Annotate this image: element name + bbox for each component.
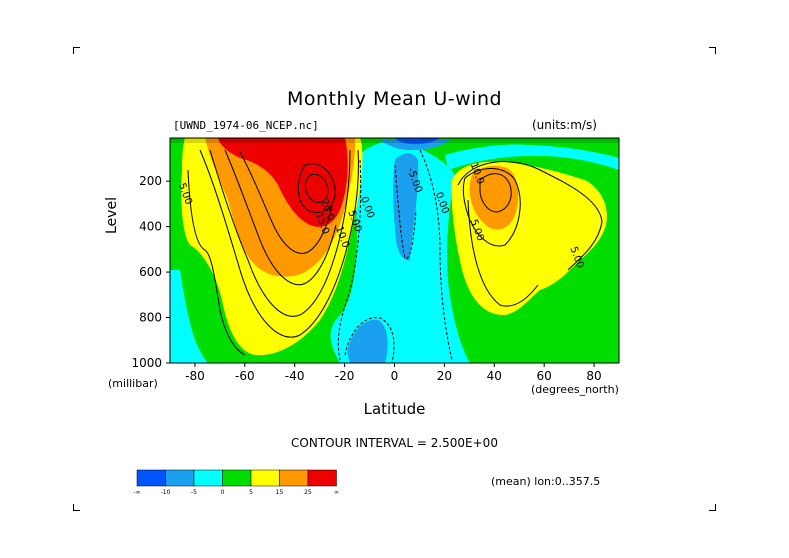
band-minus5-to-0-east bbox=[445, 144, 619, 170]
contour-sh-4 bbox=[239, 151, 333, 254]
dataset-label: [UWND_1974-06_NCEP.nc] bbox=[173, 119, 319, 132]
x-tick-label: -80 bbox=[185, 369, 205, 383]
contour-sh-7 bbox=[187, 169, 246, 356]
y-ticks: 200 400 600 800 1000 bbox=[131, 174, 170, 370]
contour-sh-5 bbox=[297, 163, 336, 214]
colorbar-label: ∞ bbox=[334, 489, 339, 496]
contour-neg-2 bbox=[419, 149, 453, 361]
contour-nh-2 bbox=[479, 173, 512, 213]
band-minus10-to-minus5 bbox=[393, 153, 419, 261]
upper-boundary-band bbox=[170, 138, 619, 143]
crop-mark-bottom-left bbox=[73, 504, 80, 511]
band-minus10-to-minus5-low bbox=[347, 319, 388, 363]
colorbar-label: -∞ bbox=[133, 489, 140, 496]
x-tick-label: -40 bbox=[285, 369, 305, 383]
x-tick-label: -20 bbox=[335, 369, 355, 383]
colorbar-label: 5 bbox=[249, 489, 253, 496]
x-tick-label: 40 bbox=[487, 369, 502, 383]
x-tick-label: -60 bbox=[235, 369, 255, 383]
contour-nh-3 bbox=[457, 161, 603, 271]
contour-nh-1 bbox=[462, 168, 521, 247]
colorbar-swatch bbox=[279, 469, 309, 487]
x-tick-label: 20 bbox=[437, 369, 452, 383]
contour-sh-2 bbox=[209, 149, 351, 317]
colorbar-swatch bbox=[250, 469, 280, 487]
contour-lines bbox=[187, 149, 603, 356]
colorbar-label: 15 bbox=[276, 489, 284, 496]
y-tick-label: 600 bbox=[139, 265, 162, 279]
negative-contours bbox=[337, 149, 453, 363]
crop-mark-top-right bbox=[709, 47, 716, 54]
x-tick-label: 0 bbox=[391, 369, 399, 383]
chart-title: Monthly Mean U-wind bbox=[286, 88, 503, 110]
colorbar-swatch bbox=[193, 469, 223, 487]
y-axis-unit: (millibar) bbox=[108, 377, 158, 390]
contour-neg-1 bbox=[337, 159, 362, 361]
x-axis-label: Latitude bbox=[363, 400, 426, 418]
x-tick-label: 80 bbox=[586, 369, 601, 383]
averaging-footer: (mean) lon:0..357.5 bbox=[491, 475, 601, 488]
y-tick-label: 1000 bbox=[131, 356, 162, 370]
contour-interval: CONTOUR INTERVAL = 2.500E+00 bbox=[291, 436, 498, 450]
band-above-25-sh bbox=[218, 138, 348, 227]
x-tick-label: 60 bbox=[537, 369, 552, 383]
contour-neg-3 bbox=[394, 164, 417, 259]
colorbar-label: 0 bbox=[221, 489, 225, 496]
colorbar-label: -5 bbox=[191, 489, 197, 496]
colorbar-label: -10 bbox=[161, 489, 171, 496]
contour-sh-6 bbox=[304, 173, 329, 203]
colorbar-swatch bbox=[165, 469, 195, 487]
colorbar-label: 25 bbox=[304, 489, 312, 496]
contour-neg-4 bbox=[344, 317, 395, 363]
band-15-to-25-nh bbox=[469, 165, 519, 230]
crop-mark-bottom-right bbox=[709, 504, 716, 511]
units-label: (units:m/s) bbox=[532, 118, 597, 132]
contour-sh-1 bbox=[199, 149, 359, 338]
contour-sh-3 bbox=[224, 149, 337, 286]
band-minus10-to-minus5-top bbox=[380, 140, 450, 150]
colorbar-swatch bbox=[136, 469, 166, 487]
x-axis-unit: (degrees_north) bbox=[531, 383, 619, 396]
colorbar-swatch bbox=[222, 469, 252, 487]
y-tick-label: 200 bbox=[139, 174, 162, 188]
crop-mark-top-left bbox=[73, 47, 80, 54]
colorbar-swatch bbox=[307, 469, 337, 487]
band-below-minus10 bbox=[395, 138, 440, 145]
y-tick-label: 800 bbox=[139, 311, 162, 325]
band-minus5-to-0-west bbox=[170, 270, 208, 363]
y-tick-label: 400 bbox=[139, 220, 162, 234]
x-ticks: -80 -60 -40 -20 0 20 40 60 80 bbox=[185, 363, 602, 383]
contour-nh-4 bbox=[467, 199, 539, 307]
